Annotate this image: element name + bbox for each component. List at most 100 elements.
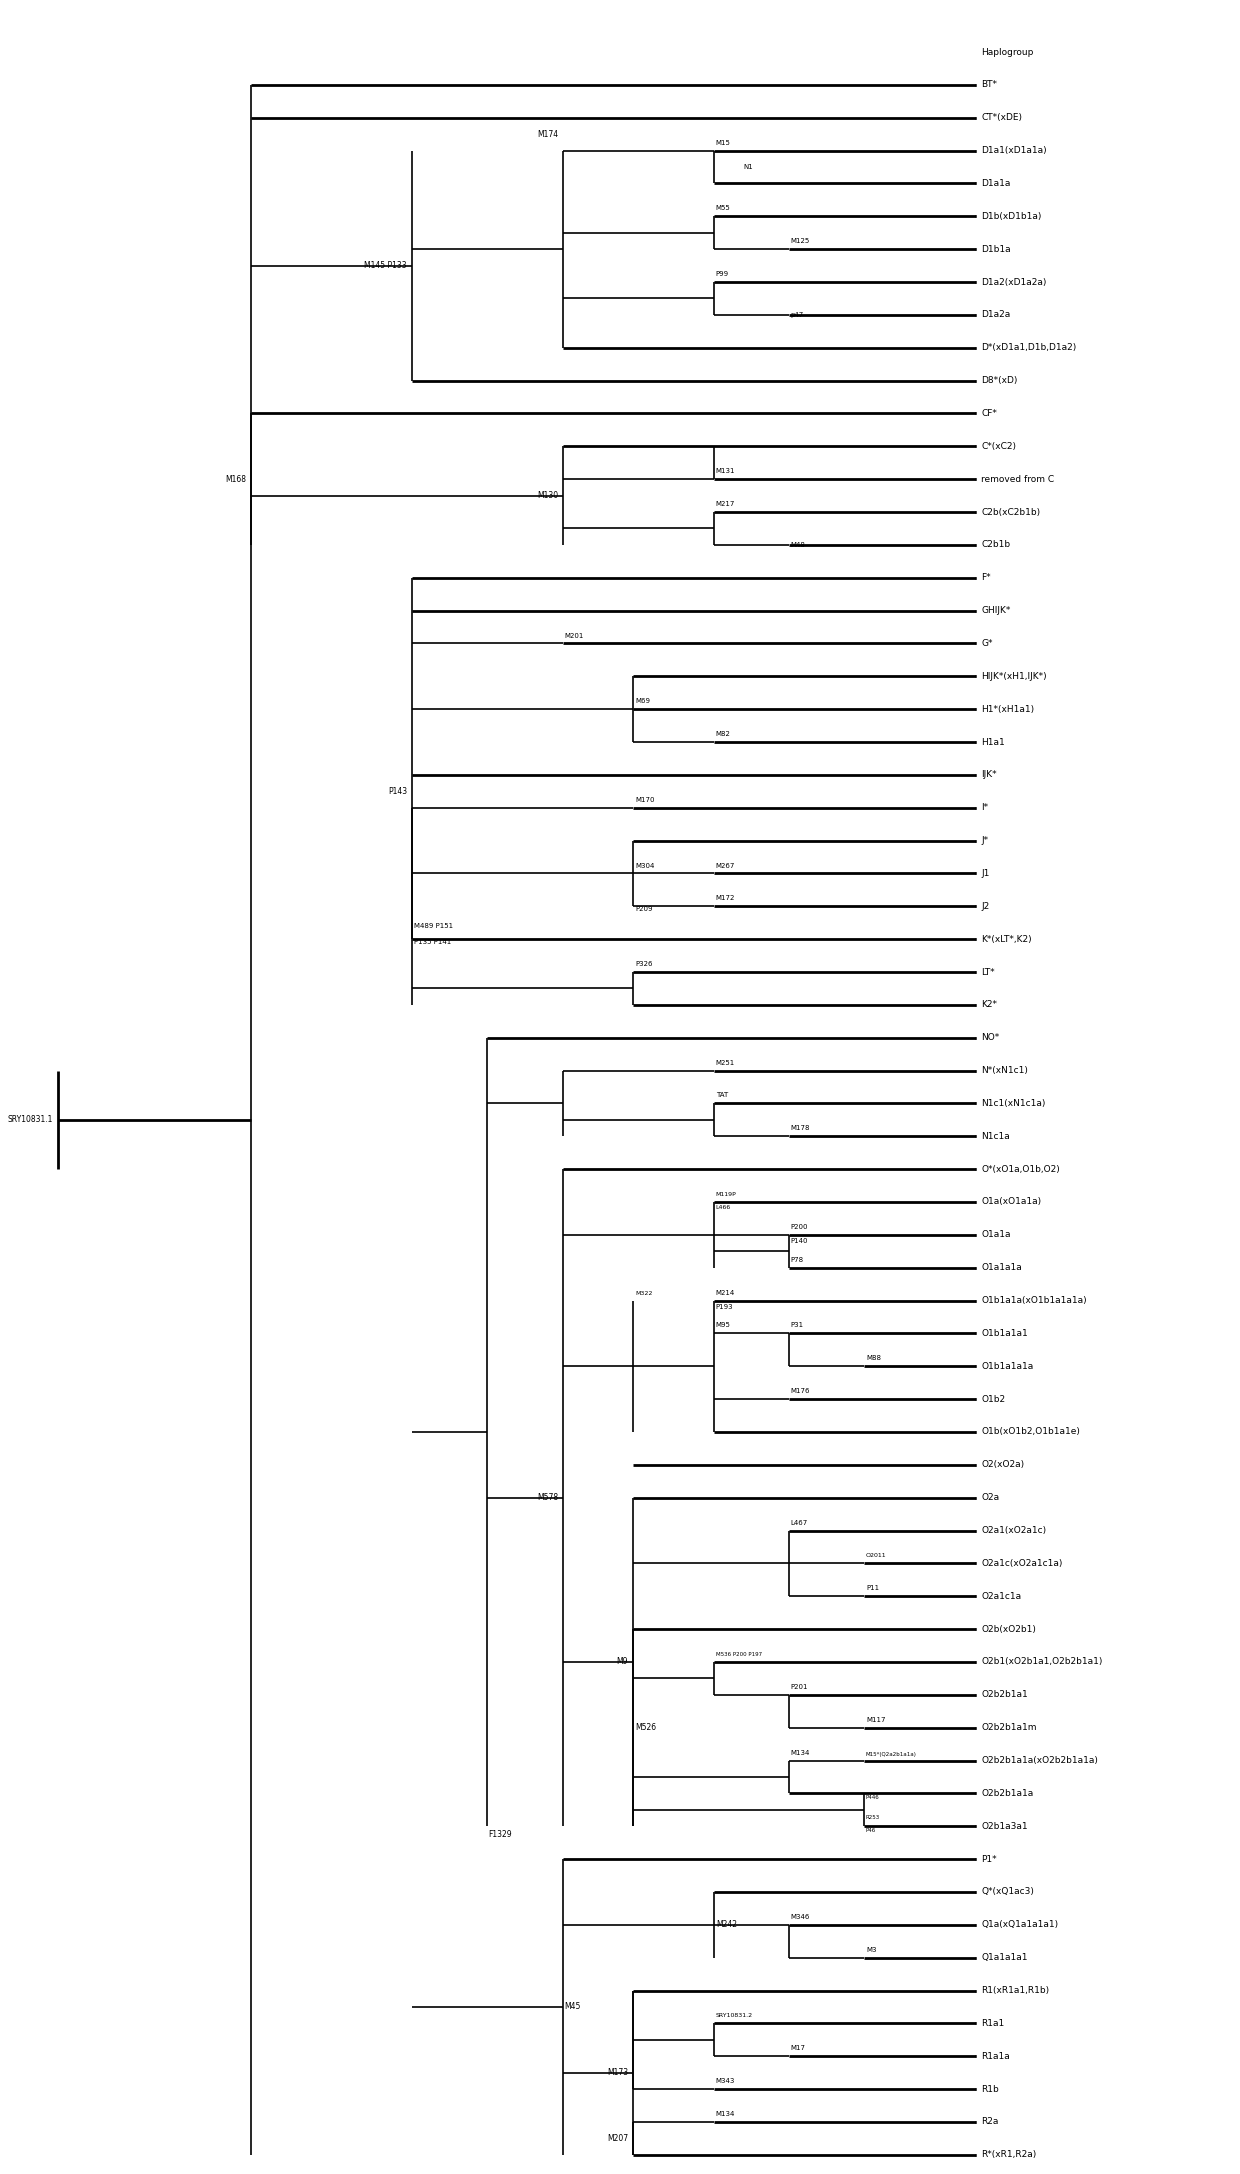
Text: M119P: M119P (715, 1191, 737, 1198)
Text: P209: P209 (635, 907, 652, 913)
Text: M3: M3 (866, 1946, 877, 1952)
Text: M45: M45 (564, 2002, 582, 2011)
Text: C*(xC2): C*(xC2) (981, 441, 1016, 450)
Text: M145 P133: M145 P133 (365, 261, 407, 270)
Text: IJK*: IJK* (981, 770, 997, 778)
Text: P143: P143 (388, 787, 407, 796)
Text: M170: M170 (635, 798, 655, 802)
Text: M95: M95 (715, 1322, 730, 1328)
Text: D1a1(xD1a1a): D1a1(xD1a1a) (981, 146, 1047, 154)
Text: M130: M130 (537, 491, 558, 500)
Text: M168: M168 (226, 474, 246, 483)
Text: GHIJK*: GHIJK* (981, 607, 1011, 615)
Text: HIJK*(xH1,IJK*): HIJK*(xH1,IJK*) (981, 672, 1047, 680)
Text: O2a: O2a (981, 1494, 999, 1502)
Text: H1*(xH1a1): H1*(xH1a1) (981, 704, 1034, 713)
Text: P1*: P1* (981, 1854, 997, 1863)
Text: R2a: R2a (981, 2117, 998, 2126)
Text: D1a2a: D1a2a (981, 311, 1011, 320)
Text: F1329: F1329 (489, 1831, 512, 1839)
Text: J1: J1 (981, 870, 990, 878)
Text: M578: M578 (537, 1494, 558, 1502)
Text: M173: M173 (608, 2067, 629, 2076)
Text: O1b1a1a1a: O1b1a1a1a (981, 1361, 1033, 1372)
Text: M134: M134 (791, 1750, 810, 1757)
Text: P201: P201 (791, 1685, 808, 1689)
Text: O2b1a3a1: O2b1a3a1 (981, 1822, 1028, 1831)
Text: O2011: O2011 (866, 1554, 887, 1559)
Text: K2*: K2* (981, 1000, 997, 1009)
Text: P78: P78 (791, 1257, 804, 1263)
Text: D1b(xD1b1a): D1b(xD1b1a) (981, 211, 1042, 222)
Text: D1a1a: D1a1a (981, 178, 1011, 187)
Text: O2b(xO2b1): O2b(xO2b1) (981, 1624, 1035, 1633)
Text: N1: N1 (743, 163, 753, 170)
Text: P446: P446 (866, 1796, 879, 1800)
Text: p47: p47 (791, 311, 804, 317)
Text: O1b(xO1b2,O1b1a1e): O1b(xO1b2,O1b1a1e) (981, 1428, 1080, 1437)
Text: N1c1(xN1c1a): N1c1(xN1c1a) (981, 1098, 1045, 1109)
Text: M9: M9 (616, 1657, 629, 1667)
Text: J*: J* (981, 837, 988, 846)
Text: P326: P326 (635, 961, 652, 967)
Text: O2b1(xO2b1a1,O2b2b1a1): O2b1(xO2b1a1,O2b2b1a1) (981, 1657, 1102, 1667)
Text: M15*(Q2a2b1a1a): M15*(Q2a2b1a1a) (866, 1752, 916, 1757)
Text: O1b1a1a(xO1b1a1a1a): O1b1a1a(xO1b1a1a1a) (981, 1296, 1086, 1304)
Text: D1a2(xD1a2a): D1a2(xD1a2a) (981, 278, 1047, 287)
Text: O1b1a1a1: O1b1a1a1 (981, 1328, 1028, 1337)
Text: P135 P141: P135 P141 (414, 939, 451, 946)
Text: M217: M217 (715, 500, 735, 507)
Text: SRY10831.2: SRY10831.2 (715, 2013, 753, 2017)
Text: I*: I* (981, 802, 988, 813)
Text: R1(xR1a1,R1b): R1(xR1a1,R1b) (981, 1987, 1049, 1996)
Text: M214: M214 (715, 1289, 735, 1296)
Text: removed from C: removed from C (981, 474, 1054, 483)
Text: M322: M322 (635, 1291, 652, 1296)
Text: BT*: BT* (981, 80, 997, 89)
Text: L467: L467 (791, 1520, 808, 1526)
Text: O1b2: O1b2 (981, 1396, 1006, 1404)
Text: P99: P99 (715, 272, 729, 276)
Text: D*(xD1a1,D1b,D1a2): D*(xD1a1,D1b,D1a2) (981, 343, 1076, 352)
Text: M242: M242 (715, 1920, 737, 1928)
Text: D1b1a: D1b1a (981, 246, 1011, 254)
Text: O2b2b1a1: O2b2b1a1 (981, 1691, 1028, 1700)
Text: R1a1a: R1a1a (981, 2052, 1009, 2061)
Text: R*(xR1,R2a): R*(xR1,R2a) (981, 2150, 1037, 2159)
Text: F*: F* (981, 574, 991, 583)
Text: M15: M15 (715, 139, 730, 146)
Text: R253: R253 (866, 1815, 880, 1820)
Text: M267: M267 (715, 863, 735, 867)
Text: O2b2b1a1m: O2b2b1a1m (981, 1724, 1037, 1733)
Text: N*(xN1c1): N*(xN1c1) (981, 1065, 1028, 1076)
Text: Q1a(xQ1a1a1a1): Q1a(xQ1a1a1a1) (981, 1920, 1058, 1928)
Text: M125: M125 (791, 239, 810, 243)
Text: M82: M82 (715, 730, 730, 737)
Text: M251: M251 (715, 1059, 735, 1065)
Text: P193: P193 (715, 1304, 733, 1311)
Text: N1c1a: N1c1a (981, 1133, 1009, 1141)
Text: M178: M178 (791, 1126, 811, 1130)
Text: M17: M17 (791, 2046, 806, 2052)
Text: M174: M174 (537, 130, 558, 139)
Text: P11: P11 (866, 1585, 879, 1591)
Text: Haplogroup: Haplogroup (981, 48, 1033, 57)
Text: O1a1a: O1a1a (981, 1230, 1011, 1239)
Text: R1b: R1b (981, 2085, 998, 2094)
Text: TAT: TAT (715, 1094, 728, 1098)
Text: O*(xO1a,O1b,O2): O*(xO1a,O1b,O2) (981, 1165, 1060, 1174)
Text: P200: P200 (791, 1224, 808, 1230)
Text: M536 P200 P197: M536 P200 P197 (715, 1652, 761, 1657)
Text: M176: M176 (791, 1389, 811, 1394)
Text: C2b1b: C2b1b (981, 541, 1011, 550)
Text: P46: P46 (866, 1828, 877, 1833)
Text: O2b2b1a1a: O2b2b1a1a (981, 1789, 1033, 1798)
Text: M343: M343 (715, 2078, 735, 2085)
Text: M88: M88 (866, 1354, 880, 1361)
Text: M526: M526 (635, 1724, 656, 1733)
Text: O1a(xO1a1a): O1a(xO1a1a) (981, 1198, 1042, 1207)
Text: CF*: CF* (981, 409, 997, 417)
Text: SRY10831.1: SRY10831.1 (7, 1115, 53, 1124)
Text: O2(xO2a): O2(xO2a) (981, 1461, 1024, 1470)
Text: CT*(xDE): CT*(xDE) (981, 113, 1022, 122)
